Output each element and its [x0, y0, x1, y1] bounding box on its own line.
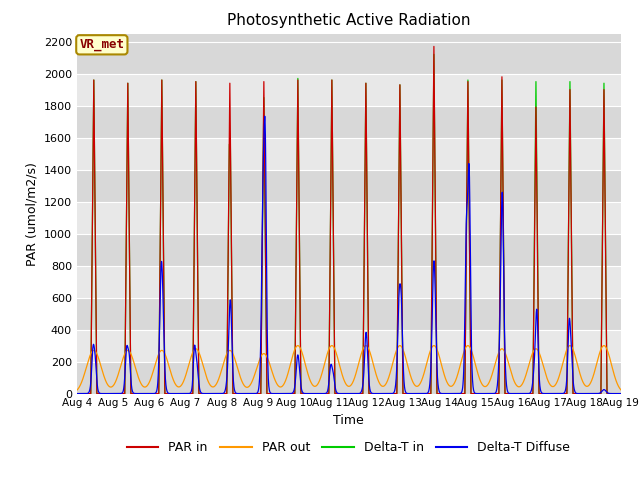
Bar — [77, 138, 621, 169]
Bar — [77, 202, 621, 234]
Legend: PAR in, PAR out, Delta-T in, Delta-T Diffuse: PAR in, PAR out, Delta-T in, Delta-T Dif… — [122, 436, 575, 459]
Bar — [77, 73, 621, 106]
Bar — [77, 169, 621, 202]
Title: Photosynthetic Active Radiation: Photosynthetic Active Radiation — [227, 13, 470, 28]
Bar — [77, 361, 621, 394]
Bar — [77, 298, 621, 330]
Text: VR_met: VR_met — [79, 38, 124, 51]
Bar — [77, 234, 621, 265]
Bar — [77, 42, 621, 73]
Bar — [77, 265, 621, 298]
Bar — [77, 106, 621, 138]
Bar — [77, 330, 621, 361]
Y-axis label: PAR (umol/m2/s): PAR (umol/m2/s) — [25, 162, 38, 265]
X-axis label: Time: Time — [333, 414, 364, 427]
